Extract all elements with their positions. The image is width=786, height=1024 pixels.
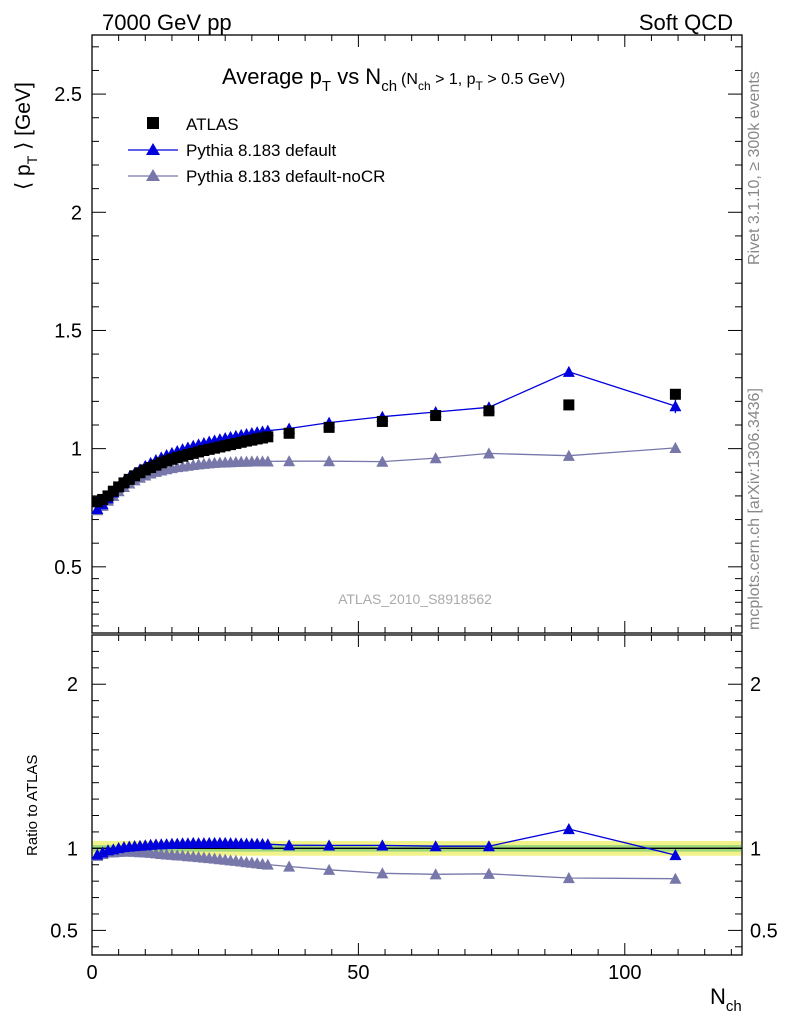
x-axis-label: Nch — [710, 984, 742, 1015]
ratio-point-nocr — [429, 868, 442, 880]
legend-default-label: Pythia 8.183 default — [186, 141, 337, 160]
ratio-point-nocr — [376, 867, 389, 879]
y-tick-label: 1.5 — [54, 320, 82, 342]
point-atlas — [376, 415, 388, 427]
ratio-point-default — [261, 838, 274, 850]
ratio-y-tick-label-right: 0.5 — [750, 920, 778, 942]
ratio-point-default — [283, 839, 296, 851]
ratio-y-tick-label-right: 1 — [750, 838, 761, 860]
point-nocr — [283, 455, 296, 467]
point-atlas — [483, 405, 495, 417]
point-nocr — [323, 455, 336, 467]
ratio-point-default — [429, 840, 442, 852]
point-default — [669, 400, 682, 412]
ratio-point-default — [482, 840, 495, 852]
legend-nocr-label: Pythia 8.183 default-noCR — [186, 167, 385, 186]
analysis-label: ATLAS_2010_S8918562 — [338, 591, 492, 607]
y-tick-label: 1 — [71, 439, 82, 461]
ratio-series — [91, 822, 682, 884]
legend-default-marker — [146, 143, 160, 155]
y-axis-label: ⟨ pT ⟩ [GeV] — [12, 82, 40, 190]
point-atlas — [430, 410, 442, 422]
ratio-point-default — [323, 839, 336, 851]
ratio-y-tick-label: 0.5 — [50, 920, 78, 942]
rivet-label: Rivet 3.1.10, ≥ 300k events — [746, 71, 763, 265]
ratio-point-nocr — [669, 872, 682, 884]
ratio-y-tick-label: 2 — [67, 674, 78, 696]
legend-atlas-marker — [147, 117, 159, 129]
point-atlas — [563, 399, 575, 411]
y-tick-label: 2.5 — [54, 84, 82, 106]
ratio-point-default — [562, 822, 575, 835]
main-frame — [91, 34, 743, 634]
legend-atlas-label: ATLAS — [186, 115, 239, 134]
axis-ticks — [91, 35, 742, 955]
legend-nocr-marker — [146, 169, 160, 181]
point-nocr — [482, 447, 495, 459]
source-label: mcplots.cern.ch [arXiv:1306.3436] — [746, 388, 763, 630]
header-right: Soft QCD — [639, 10, 733, 35]
point-nocr — [429, 452, 442, 464]
point-nocr — [562, 449, 575, 461]
point-atlas — [262, 431, 274, 443]
ratio-y-tick-label-right: 2 — [750, 674, 761, 696]
plot-title: Average pT vs Nch (Nch > 1, pT > 0.5 GeV) — [222, 64, 565, 95]
ratio-y-tick-label: 1 — [67, 838, 78, 860]
ratio-point-nocr — [323, 863, 336, 875]
point-nocr — [669, 441, 682, 454]
series-default-line — [96, 371, 676, 510]
ratio-point-nocr — [283, 860, 296, 872]
y-tick-label: 0.5 — [54, 557, 82, 579]
ratio-y-axis-label: Ratio to ATLAS — [24, 755, 41, 856]
x-tick-label: 100 — [608, 962, 641, 984]
ratio-point-nocr — [562, 872, 575, 884]
point-atlas — [669, 388, 681, 400]
point-atlas — [283, 427, 295, 439]
point-nocr — [261, 455, 274, 467]
point-atlas — [323, 421, 335, 433]
x-tick-label: 50 — [347, 962, 369, 984]
x-tick-label: 0 — [86, 962, 97, 984]
plot-frames — [91, 34, 743, 956]
point-nocr — [376, 455, 389, 467]
ratio-frame — [91, 634, 743, 956]
legend: ATLAS Pythia 8.183 default Pythia 8.183 … — [128, 115, 385, 186]
ratio-point-nocr — [482, 867, 495, 879]
y-tick-label: 2 — [71, 202, 82, 224]
ratio-point-default — [376, 839, 389, 851]
ratio-point-nocr — [261, 858, 274, 870]
header-left: 7000 GeV pp — [102, 10, 232, 35]
point-default — [562, 365, 575, 377]
main-series — [91, 365, 682, 516]
tick-labels: 0 50 100 0.5 1 1.5 2 2.5 0.5 0.5 1 1 2 2 — [50, 84, 778, 984]
